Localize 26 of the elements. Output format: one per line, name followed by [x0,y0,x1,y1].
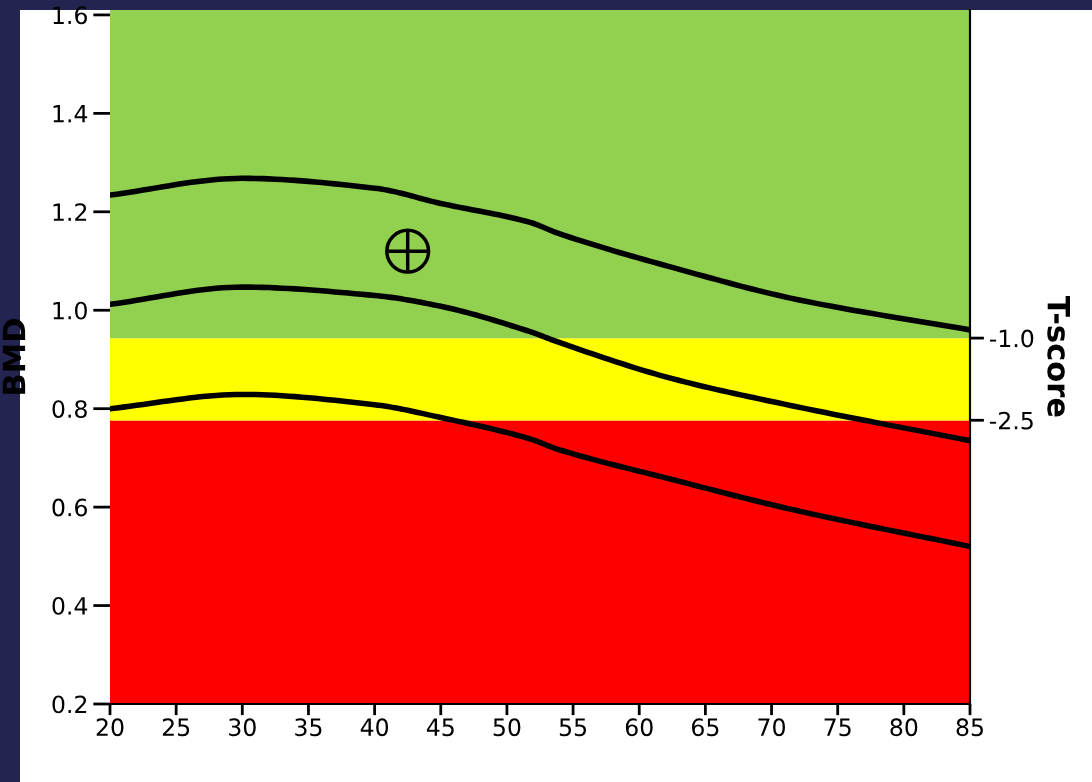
x-tick-label: 65 [692,718,719,737]
x-tick-label: 20 [96,718,124,737]
y-tick-label: 1.4 [53,105,88,123]
x-tick-label: 55 [559,718,587,737]
y-tick-label: 0.6 [52,498,87,517]
y-tick-label: 0.2 [52,695,87,714]
y2-axis-title: T-score [1047,296,1070,417]
x-tick-label: 80 [890,718,918,737]
x-tick-label: 30 [229,718,256,737]
y-tick-label: 1.0 [53,301,87,320]
x-tick-label: 70 [758,718,785,737]
x-tick-label: 75 [824,718,851,737]
x-tick-label: 35 [295,718,322,737]
y-axis-title: BMD [2,319,26,394]
x-tick-label: 50 [493,718,521,737]
y-tick-label: 0.4 [52,597,88,615]
x-tick-label: 85 [956,718,983,737]
y-tick-label: 1.6 [53,6,87,25]
y-tick-label: 1.2 [53,203,87,221]
x-tick-label: 25 [162,718,190,737]
y2-tick-label: -1.0 [989,329,1034,348]
y2-tick-label: -2.5 [989,411,1033,430]
x-tick-label: 40 [360,718,389,737]
y-tick-label: 0.8 [52,400,87,418]
x-tick-label: 45 [426,718,454,737]
x-tick-label: 60 [625,718,653,737]
